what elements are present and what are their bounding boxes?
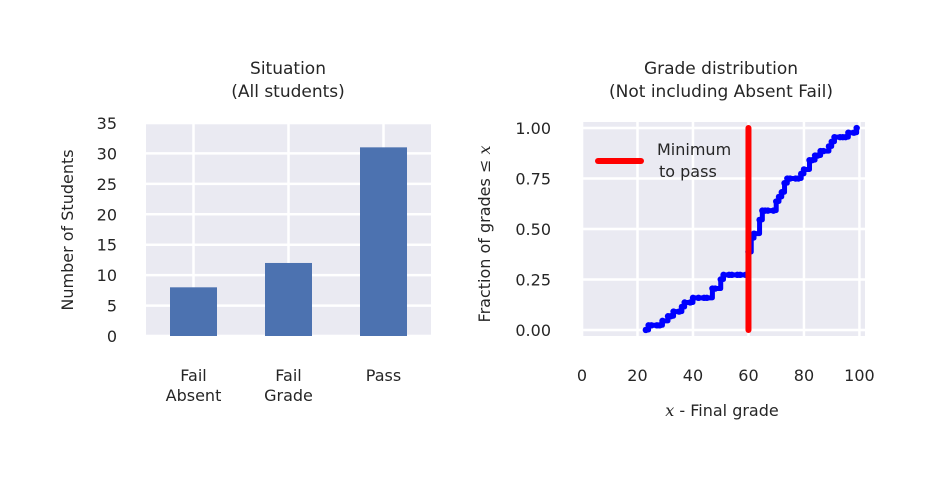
cdf-chart-y-ticks: 0.00 0.25 0.50 0.75 1.00 xyxy=(515,119,551,340)
bar-chart-y-tick-label: 35 xyxy=(97,114,117,133)
cdf-grade-point xyxy=(695,294,702,302)
cdf-x-axis-label-variable: x xyxy=(665,401,674,420)
bar-pass-2 xyxy=(360,147,407,336)
cdf-grade-point xyxy=(845,129,852,136)
cdf-grade-point xyxy=(687,299,694,306)
bar-chart-y-tick-label: 10 xyxy=(97,266,117,285)
bar-chart-y-tick-label: 5 xyxy=(107,297,117,316)
bar-chart-y-tick-label: 0 xyxy=(107,327,117,346)
cdf-grade-point xyxy=(670,308,677,315)
bar-chart-title-line2: (All students) xyxy=(231,82,345,102)
cdf-grade-point xyxy=(703,294,711,302)
bar-chart-x-tick-label-line1: Fail xyxy=(180,366,206,385)
legend-minimum-to-pass-line1: Minimum xyxy=(657,140,731,159)
cdf-grade-point xyxy=(720,271,727,279)
cdf-grade-point xyxy=(778,189,785,196)
bar-fail-0 xyxy=(170,287,217,336)
cdf-grade-point xyxy=(773,198,780,205)
cdf-grade-point xyxy=(853,124,860,132)
cdf-y-axis-label-text: Fraction of grades xyxy=(475,173,494,322)
cdf-chart-x-ticks: 0 20 40 60 80 100 xyxy=(577,366,875,385)
cdf-grade-point xyxy=(775,193,783,201)
cdf-chart-y-tick-label: 0.00 xyxy=(515,321,551,340)
cdf-chart-legend: Minimum to pass xyxy=(595,140,731,181)
cdf-grade-point xyxy=(711,285,719,292)
cdf-chart-y-tick-label: 1.00 xyxy=(515,119,551,138)
cdf-chart-x-tick-label: 80 xyxy=(794,366,814,385)
cdf-grade-point xyxy=(770,207,777,214)
bar-chart-y-tick-label: 30 xyxy=(97,144,117,163)
cdf-grade-point xyxy=(850,129,858,136)
cdf-grade-point xyxy=(820,147,827,155)
cdf-grade-point xyxy=(648,322,655,329)
bar-chart-y-axis-label: Number of Students xyxy=(58,149,77,310)
cdf-chart-series xyxy=(642,124,860,334)
bar-chart-bars xyxy=(170,147,407,336)
cdf-grade-point xyxy=(642,326,650,334)
bar-fail-1 xyxy=(265,262,312,336)
bar-chart-y-tick-label: 25 xyxy=(97,175,117,194)
bar-chart-title-line1: Situation xyxy=(250,59,326,79)
cdf-chart-y-tick-label: 0.25 xyxy=(515,270,551,289)
cdf-grade-point xyxy=(750,230,758,237)
cdf-grade-point xyxy=(764,207,772,214)
cdf-grade-point xyxy=(681,299,688,306)
cdf-y-axis-label-symbol: ≤ x xyxy=(475,146,494,174)
bar-chart-y-ticks: 0 5 10 15 20 25 30 35 xyxy=(97,114,117,346)
cdf-chart-y-tick-label: 0.75 xyxy=(515,170,551,189)
cdf-grade-point xyxy=(800,166,808,173)
bar-chart-x-tick-label-line2: Absent xyxy=(166,386,222,405)
cdf-grade-point xyxy=(809,156,816,164)
cdf-chart-x-tick-label: 60 xyxy=(738,366,758,385)
cdf-chart-x-tick-label: 40 xyxy=(683,366,703,385)
bar-chart-x-tick-label-line1: Fail xyxy=(275,366,301,385)
cdf-chart-title-line1: Grade distribution xyxy=(644,59,798,79)
cdf-grade-point xyxy=(675,308,683,315)
cdf-grade-point xyxy=(736,271,744,279)
cdf-chart-x-axis-label: x - Final grade xyxy=(665,401,778,420)
cdf-grade-point xyxy=(795,175,802,182)
cdf-chart-x-tick-label: 20 xyxy=(627,366,647,385)
cdf-grade-point xyxy=(825,143,833,150)
cdf-grade-point xyxy=(717,276,724,283)
cdf-chart-x-tick-label: 100 xyxy=(844,366,875,385)
cdf-grade-point xyxy=(667,313,674,320)
legend-minimum-to-pass-line2: to pass xyxy=(659,162,717,181)
cdf-grade-point xyxy=(831,133,838,141)
bar-chart-x-tick-label-line1: Pass xyxy=(366,366,401,385)
cdf-grade-point xyxy=(756,216,763,224)
cdf-chart-y-axis-label: Fraction of grades ≤ x xyxy=(475,146,494,323)
cdf-grade-point xyxy=(659,317,666,325)
cdf-chart: 0.00 0.25 0.50 0.75 1.00 0 20 40 60 80 100 Minimu… xyxy=(475,59,875,420)
bar-chart-y-tick-label: 20 xyxy=(97,205,117,224)
cdf-grade-point xyxy=(786,175,794,182)
cdf-x-axis-label-text: - Final grade xyxy=(674,401,778,420)
cdf-chart-x-tick-label: 0 xyxy=(577,366,587,385)
bar-chart-y-tick-label: 15 xyxy=(97,236,117,255)
cdf-chart-title-line2: (Not including Absent Fail) xyxy=(609,82,833,102)
cdf-chart-y-tick-label: 0.50 xyxy=(515,220,551,239)
cdf-grade-point xyxy=(828,138,835,145)
bar-chart-x-tick-label-line2: Grade xyxy=(264,386,313,405)
cdf-grade-point xyxy=(728,271,736,279)
cdf-grade-point xyxy=(689,294,697,302)
cdf-grade-point xyxy=(781,179,788,187)
